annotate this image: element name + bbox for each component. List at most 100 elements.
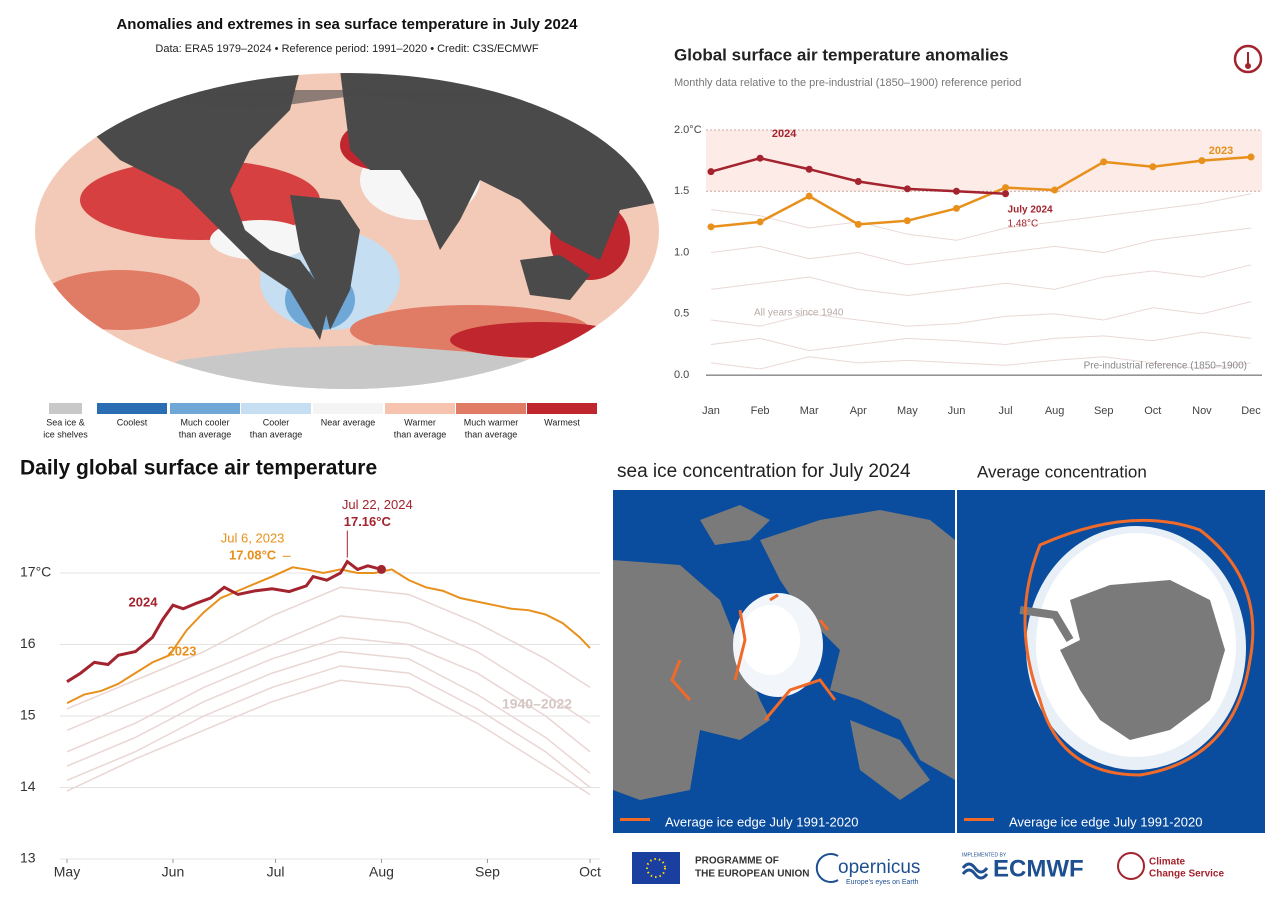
legend-swatch xyxy=(313,403,383,414)
y-tick-label: 0.0 xyxy=(674,369,689,381)
y-tick-label: 0.5 xyxy=(674,308,689,320)
legend-swatch xyxy=(527,403,597,414)
value-label: 17.16°C xyxy=(344,514,392,529)
x-tick-label: Jan xyxy=(702,405,720,417)
x-tick-label: Nov xyxy=(1192,405,1212,417)
monthly-title: Global surface air temperature anomalies xyxy=(674,45,1008,64)
series-line xyxy=(710,155,1252,229)
annotation: Jul 6, 2023 xyxy=(221,531,285,546)
legend-label: Near average xyxy=(321,417,376,427)
legend-label: Warmer xyxy=(404,417,436,427)
series-label: 2023 xyxy=(1209,145,1233,157)
footer-text: THE EUROPEAN UNION xyxy=(695,869,809,880)
x-tick-label: Oct xyxy=(579,864,601,880)
c3s-icon xyxy=(1233,44,1263,74)
data-point xyxy=(854,177,862,185)
ice-legend-left: Average ice edge July 1991-2020 xyxy=(665,814,858,829)
background-line xyxy=(66,615,591,731)
footer-text: opernicus xyxy=(838,857,920,878)
legend-swatch xyxy=(170,403,240,414)
legend-label: than average xyxy=(394,429,447,439)
x-tick-label: Sep xyxy=(475,864,500,880)
background-line xyxy=(66,586,591,710)
x-tick-label: Feb xyxy=(751,405,770,417)
data-point xyxy=(952,187,960,195)
legend-label: Much warmer xyxy=(464,417,519,427)
annotation: Pre-industrial reference (1850–1900) xyxy=(1084,361,1247,372)
series-label: 2024 xyxy=(772,128,797,140)
data-point xyxy=(756,154,764,162)
y-tick-label: 15 xyxy=(20,707,36,723)
legend-swatch xyxy=(456,403,526,414)
ice-legend-right: Average ice edge July 1991-2020 xyxy=(1009,814,1202,829)
legend-label: Warmest xyxy=(544,417,580,427)
x-tick-label: Sep xyxy=(1094,405,1114,417)
annotation: July 2024 xyxy=(1008,204,1053,215)
footer-text: PROGRAMME OF xyxy=(695,856,779,867)
series-label: 2023 xyxy=(168,643,197,658)
data-point xyxy=(952,204,960,212)
data-point xyxy=(805,192,813,200)
data-point xyxy=(1100,158,1108,166)
legend-label: Much cooler xyxy=(180,417,229,427)
background-line xyxy=(66,636,591,753)
y-tick-label: 2.0°C xyxy=(674,124,702,136)
daily-title: Daily global surface air temperature xyxy=(20,457,377,480)
legend-label: Cooler xyxy=(263,417,290,427)
series-line xyxy=(66,559,382,683)
data-point xyxy=(707,168,715,176)
data-point xyxy=(1198,157,1206,165)
legend-swatch xyxy=(97,403,167,414)
legend-label: than average xyxy=(179,429,232,439)
x-tick-label: Apr xyxy=(850,405,867,417)
data-point xyxy=(1051,186,1059,194)
footer-text: Europe's eyes on Earth xyxy=(846,879,919,886)
y-tick-label: 1.0 xyxy=(674,246,689,258)
x-tick-label: May xyxy=(897,405,918,417)
data-point xyxy=(854,220,862,228)
legend-label: ice shelves xyxy=(43,429,88,439)
y-tick-label: 17°C xyxy=(20,564,51,580)
x-tick-label: Dec xyxy=(1241,405,1261,417)
data-point xyxy=(1247,153,1255,161)
data-point xyxy=(805,165,813,173)
data-point xyxy=(1149,163,1157,171)
ice-title-left: sea ice concentration for July 2024 xyxy=(617,461,911,482)
y-tick-label: 13 xyxy=(20,850,36,866)
background-line xyxy=(710,193,1252,241)
x-tick-label: Jul xyxy=(267,864,285,880)
background-line xyxy=(66,650,591,774)
legend-label: Sea ice & xyxy=(46,417,85,427)
background-line xyxy=(66,665,591,789)
legend-swatch xyxy=(49,403,82,414)
legend-swatch xyxy=(241,403,311,414)
y-tick-label: 1.5 xyxy=(674,185,689,197)
value-label: 17.08°C xyxy=(229,548,277,563)
ice-title-right: Average concentration xyxy=(977,462,1147,481)
legend-label: Coolest xyxy=(117,417,148,427)
map-title: Anomalies and extremes in sea surface te… xyxy=(116,16,578,33)
monthly-subtitle: Monthly data relative to the pre-industr… xyxy=(674,77,1021,89)
background-line xyxy=(710,227,1252,266)
c3s-logo xyxy=(1117,852,1145,880)
y-tick-label: 16 xyxy=(20,635,36,651)
x-tick-label: Aug xyxy=(1045,405,1065,417)
data-point xyxy=(756,218,764,226)
value-label: 1.48°C xyxy=(1008,218,1039,229)
footer-text: IMPLEMENTED BY xyxy=(962,852,1007,858)
x-tick-label: May xyxy=(54,864,80,880)
sst-map xyxy=(35,73,659,389)
x-tick-label: Aug xyxy=(369,864,394,880)
copernicus-logo xyxy=(815,853,839,883)
x-tick-label: Oct xyxy=(1144,405,1161,417)
background-line xyxy=(66,679,591,796)
annotation: Jul 22, 2024 xyxy=(342,497,413,512)
y-tick-label: 14 xyxy=(20,778,36,794)
data-point xyxy=(903,217,911,225)
footer-text: ECMWF xyxy=(993,855,1084,882)
antarctic-map xyxy=(957,490,1265,833)
reference-band xyxy=(706,130,1262,192)
data-point xyxy=(707,223,715,231)
end-point xyxy=(376,564,386,574)
